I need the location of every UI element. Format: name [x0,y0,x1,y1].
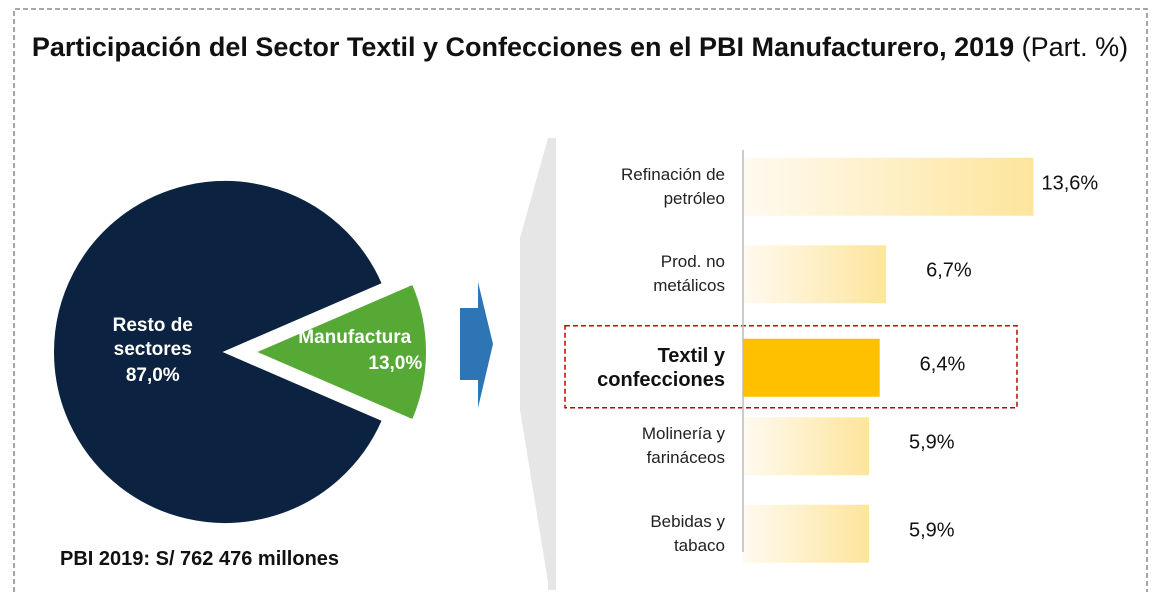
pie-slice [52,179,385,525]
arrow [460,282,493,408]
bar [743,417,870,476]
bar [743,338,880,397]
title: Participación del Sector Textil y Confec… [31,32,1129,62]
bar [743,504,870,563]
frame [13,8,1148,592]
pie-slice [252,282,428,422]
slice-label: Resto de sectores [112,315,193,360]
slice-label: Manufactura [298,327,412,348]
value-label: 6,4% [919,353,966,376]
slice-value: 87,0% [125,365,180,386]
category-label: Textil y confecciones [597,344,725,391]
value-label: 5,9% [909,431,955,454]
slice-value: 13,0% [368,353,423,374]
category-label: Molinería y farináceos [641,424,725,468]
value-label: 13,6% [1041,172,1099,195]
category-label: Prod. no metálicos [653,252,725,296]
bar [743,157,1034,216]
value-label: 5,9% [909,519,955,542]
subtitle: (Part. %) [1021,32,1129,62]
category-label: Bebidas y tabaco [650,511,725,555]
category-label: Refinación de petróleo [621,164,725,208]
highlight-box [564,325,1018,409]
bar [743,245,887,304]
note: PBI 2019: S/ 762 476 millones [60,548,340,570]
value-label: 6,7% [926,259,972,282]
